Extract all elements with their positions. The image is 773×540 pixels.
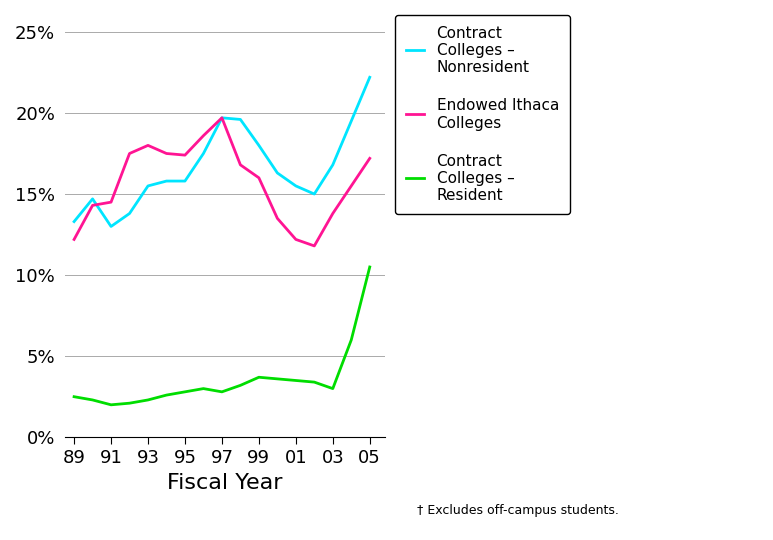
Text: † Excludes off-campus students.: † Excludes off-campus students. (417, 504, 619, 517)
X-axis label: Fiscal Year: Fiscal Year (167, 472, 282, 492)
Legend: Contract
Colleges –
Nonresident, Endowed Ithaca
Colleges, Contract
Colleges –
Re: Contract Colleges – Nonresident, Endowed… (395, 15, 570, 214)
